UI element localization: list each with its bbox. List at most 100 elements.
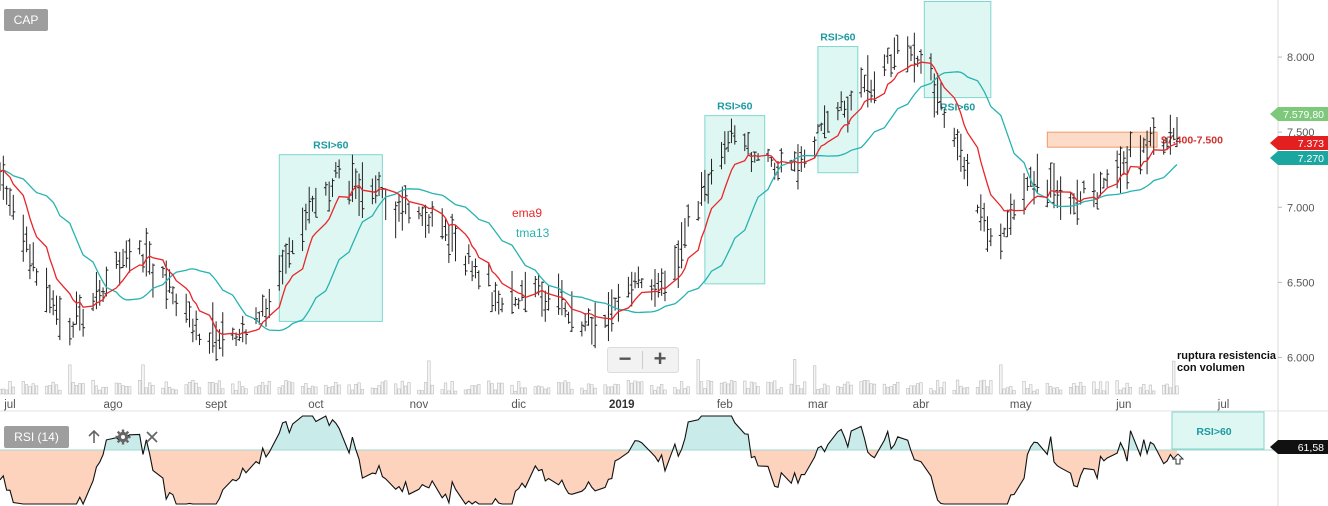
volume-bar	[0, 388, 2, 395]
volume-bar	[593, 387, 597, 395]
volume-bar	[397, 388, 401, 395]
resistance-zone	[1046, 131, 1158, 148]
ohlc-bar	[962, 156, 967, 180]
volume-bar	[490, 383, 494, 395]
zoom-out-button[interactable]: −	[618, 346, 632, 371]
volume-bar	[982, 379, 986, 395]
volume-bar	[347, 384, 351, 395]
volume-bar	[257, 385, 261, 395]
volume-bar	[98, 389, 102, 395]
ohlc-bar	[629, 271, 634, 307]
volume-bar	[174, 389, 178, 395]
ohlc-bar	[938, 82, 943, 109]
volume-bar	[470, 385, 474, 395]
volume-bar	[1045, 383, 1049, 395]
ohlc-bar	[244, 329, 249, 345]
ohlc-bar	[443, 219, 448, 242]
ohlc-bar	[1148, 127, 1153, 147]
volume-bar	[114, 382, 118, 395]
volume-bar	[909, 385, 913, 395]
ohlc-bar	[406, 202, 411, 224]
arrow-up-icon[interactable]	[86, 426, 102, 448]
volume-bar	[337, 384, 341, 395]
rsi-box-4	[923, 1, 992, 99]
ohlc-bar	[586, 308, 591, 326]
volume-bar	[467, 389, 471, 395]
volume-bar	[962, 387, 966, 395]
last-price-tag: 7.579,80	[1270, 107, 1328, 121]
volume-bar	[71, 382, 75, 395]
rsi-indicator-badge[interactable]: RSI (14)	[4, 426, 69, 448]
ohlc-bar	[1002, 227, 1007, 238]
volume-bar	[254, 386, 258, 395]
volume-bar	[537, 385, 541, 395]
ohlc-bar	[303, 203, 308, 231]
ohlc-bar	[812, 136, 817, 159]
ohlc-bar	[563, 302, 568, 318]
volume-bar	[733, 381, 737, 395]
ohlc-bar	[649, 279, 654, 301]
volume-bar	[1022, 380, 1026, 395]
volume-bar	[517, 381, 521, 395]
volume-bar	[989, 380, 993, 395]
volume-bar	[1128, 386, 1133, 395]
ohlc-bar	[420, 206, 425, 227]
ohlc-bar	[839, 91, 844, 111]
volume-bar	[633, 380, 637, 395]
volume-bar	[231, 383, 235, 395]
ohlc-bar	[57, 295, 62, 341]
ohlc-bar	[516, 297, 521, 310]
volume-bar	[616, 384, 621, 395]
ohlc-bar	[889, 54, 894, 78]
volume-bar	[1115, 380, 1119, 395]
x-tick-label: jul	[1217, 399, 1230, 411]
volume-bar	[350, 389, 355, 395]
symbol-badge[interactable]: CAP	[4, 9, 48, 31]
volume-bar	[497, 382, 501, 395]
volume-bar	[161, 387, 165, 395]
volume-bar	[423, 382, 428, 395]
ohlc-bar	[1075, 179, 1080, 225]
ohlc-bar	[892, 37, 897, 70]
ohlc-bar	[1045, 179, 1050, 208]
tma13-value-tag-shape	[1270, 151, 1328, 165]
ohlc-bar	[802, 149, 807, 168]
ohlc-bar	[327, 181, 332, 212]
volume-bar	[374, 388, 378, 395]
volume-bar	[400, 380, 404, 395]
ohlc-bar	[706, 173, 711, 204]
zoom-in-button[interactable]: +	[653, 346, 667, 371]
volume-bar	[1025, 388, 1029, 395]
close-icon[interactable]	[144, 426, 160, 448]
volume-bar	[1118, 389, 1123, 395]
volume-bar	[118, 383, 122, 395]
ohlc-bar	[147, 241, 152, 275]
volume-bar	[1122, 387, 1126, 395]
ohlc-bar	[1068, 192, 1073, 215]
volume-bar	[520, 387, 524, 395]
volume-bar	[187, 381, 192, 395]
volume-bar	[1168, 387, 1172, 395]
volume-bar	[846, 381, 850, 395]
ohlc-bar	[473, 258, 478, 279]
volume-bar	[610, 386, 614, 395]
ohlc-bar	[752, 151, 757, 163]
ohlc-bar	[150, 263, 155, 298]
ohlc-bar	[523, 271, 528, 313]
volume-bar	[234, 390, 238, 395]
volume-bar	[1012, 390, 1016, 395]
volume-bar	[1002, 388, 1006, 395]
volume-bar	[706, 380, 710, 395]
ohlc-bar	[333, 162, 338, 178]
gear-icon[interactable]	[114, 426, 132, 448]
ema9-value-tag-text: 7.373	[1298, 138, 1324, 150]
ohlc-bar	[396, 194, 401, 222]
volume-bar	[816, 389, 820, 395]
volume-bar	[404, 385, 408, 395]
volume-bar	[281, 385, 285, 395]
volume-bar	[543, 388, 547, 395]
volume-bar	[264, 385, 268, 395]
x-tick-label: nov	[410, 399, 429, 411]
volume-bar	[866, 380, 870, 395]
